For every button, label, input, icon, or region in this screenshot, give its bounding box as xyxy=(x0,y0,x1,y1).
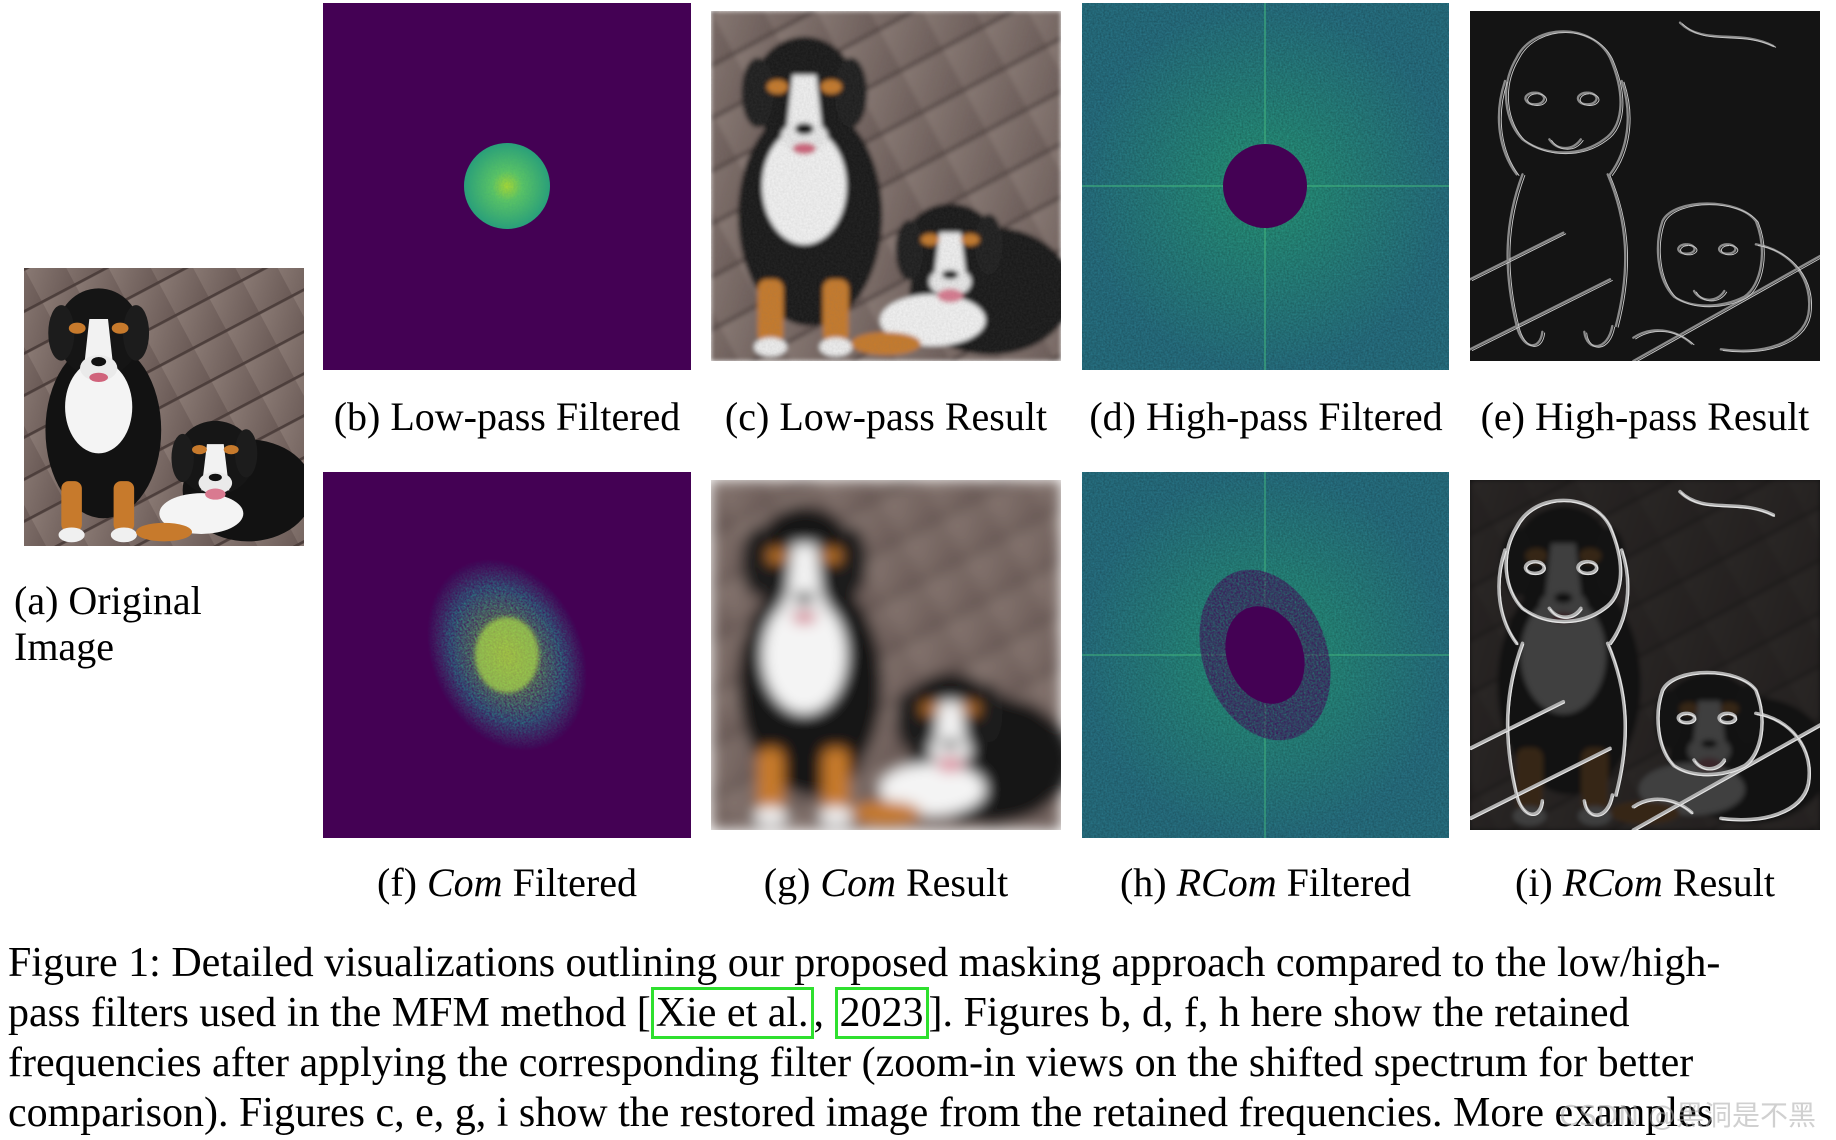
caption-line-1: Figure 1: Detailed visualizations outlin… xyxy=(8,940,1721,986)
label-e: (e) High-pass Result xyxy=(1480,394,1810,439)
highpass-result-image xyxy=(1470,11,1820,361)
citation-year-link[interactable]: 2023 xyxy=(834,987,929,1039)
caption-line-3: frequencies after applying the correspon… xyxy=(8,1040,1694,1086)
label-c: (c) Low-pass Result xyxy=(724,394,1048,439)
rcom-result-image xyxy=(1470,480,1820,830)
label-h: (h) RCom Filtered xyxy=(1119,860,1412,905)
lowpass-result-image xyxy=(711,11,1061,361)
original-image xyxy=(24,268,304,546)
rcom-filtered-spectrum xyxy=(1082,472,1449,838)
caption-line-2: pass filters used in the MFM method [Xie… xyxy=(8,987,1836,1039)
figure-caption: Figure 1: Detailed visualizations outlin… xyxy=(8,938,1836,1138)
lowpass-filtered-spectrum xyxy=(323,3,691,370)
label-a: (a) Original Image xyxy=(14,578,202,669)
label-b: (b) Low-pass Filtered xyxy=(333,394,681,439)
label-f: (f) Com Filtered xyxy=(377,860,637,905)
com-filtered-spectrum xyxy=(323,472,691,838)
caption-line-4: comparison). Figures c, e, g, i show the… xyxy=(8,1090,1714,1136)
highpass-filtered-spectrum xyxy=(1082,3,1449,370)
label-d: (d) High-pass Filtered xyxy=(1089,394,1443,439)
citation-author-link[interactable]: Xie et al. xyxy=(650,987,814,1039)
com-result-image xyxy=(711,480,1061,830)
label-g: (g) Com Result xyxy=(763,860,1009,905)
label-i: (i) RCom Result xyxy=(1515,860,1775,905)
